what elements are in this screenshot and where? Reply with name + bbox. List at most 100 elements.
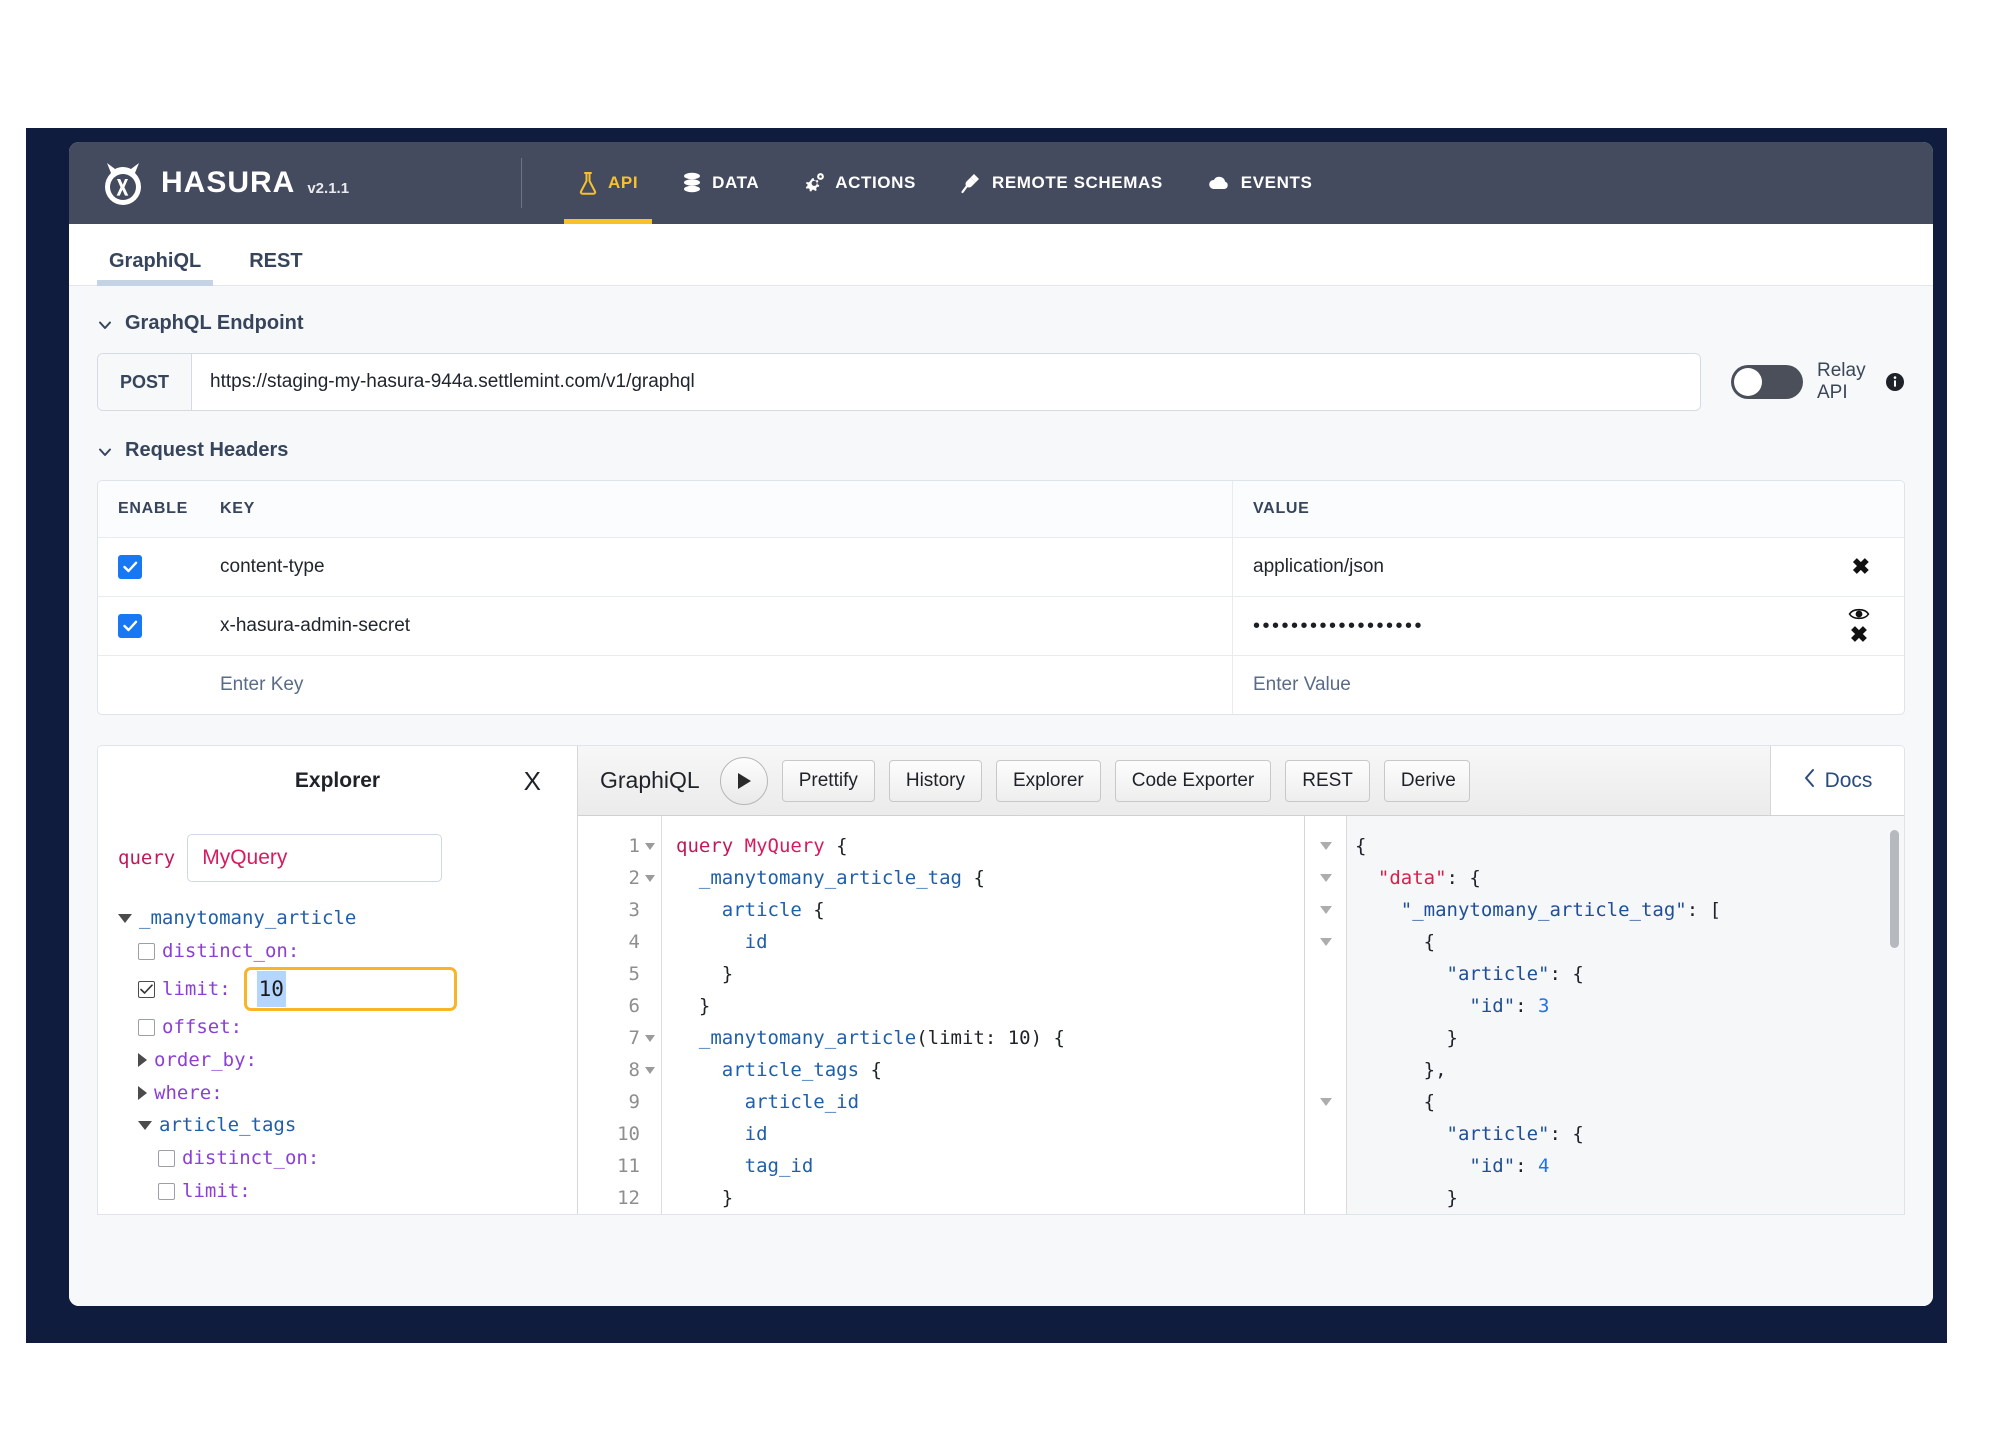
graphql-endpoint-section-header[interactable]: GraphQL Endpoint (97, 312, 1905, 335)
fold-spacer (645, 1195, 655, 1202)
tree-node-article-tags-distinct-on[interactable]: distinct_on: (118, 1142, 577, 1175)
tree-node-article-tags-offset[interactable]: offset: (118, 1207, 577, 1214)
enable-checkbox[interactable] (118, 614, 142, 638)
gutter-line: 3 (578, 894, 661, 926)
caret-right-icon[interactable] (138, 1053, 147, 1068)
fold-caret-icon[interactable] (645, 874, 655, 882)
tree-node-order-by[interactable]: order_by: (118, 1044, 577, 1077)
toggle-knob (1734, 368, 1762, 396)
fold-caret-icon[interactable] (1319, 938, 1332, 946)
tree-node-where[interactable]: where: (118, 1077, 577, 1110)
enable-checkbox[interactable] (118, 555, 142, 579)
explorer-button[interactable]: Explorer (995, 759, 1101, 802)
query-keyword-label: query (118, 847, 176, 869)
play-icon[interactable] (719, 756, 768, 805)
explorer-pane: query _manytomany_article distinct_on: (98, 816, 578, 1214)
request-headers-table: ENABLE KEY VALUE content-type applicatio… (97, 480, 1905, 715)
endpoint-url-input[interactable]: https://staging-my-hasura-944a.settlemin… (192, 354, 1700, 410)
query-editor-pane: 1 2 3 4 5 6 7 8 9 10 11 12 query MyQuery { _manytom… (578, 816, 1304, 1214)
gutter-line: 7 (578, 1022, 661, 1054)
caret-down-icon[interactable] (138, 1121, 152, 1131)
limit-value-input[interactable]: 10 (243, 967, 457, 1012)
fold-caret-icon[interactable] (1319, 906, 1332, 914)
brand-version: v2.1.1 (307, 179, 350, 197)
show-value-eye-icon[interactable] (1848, 606, 1870, 622)
result-scrollbar[interactable] (1890, 830, 1899, 948)
caret-down-icon[interactable] (118, 913, 132, 923)
tree-node-label: where: (154, 1081, 223, 1104)
fold-caret-icon[interactable] (1319, 842, 1332, 850)
request-headers-section-header[interactable]: Request Headers (97, 439, 1905, 462)
gutter-line: 6 (578, 990, 661, 1022)
relay-api-label: Relay API (1817, 360, 1866, 403)
header-value-cell: •••••••••••••••••• ✖ (1232, 597, 1904, 655)
fold-caret-icon[interactable] (645, 842, 655, 850)
derive-button[interactable]: Derive (1383, 759, 1470, 802)
tab-rest[interactable]: REST (237, 250, 314, 285)
query-name-input[interactable] (187, 834, 443, 882)
checkbox-icon[interactable] (138, 942, 155, 960)
brand-area[interactable]: HASURA v2.1.1 (69, 142, 521, 224)
tree-node-label: _manytomany_article (139, 907, 357, 929)
nav-item-remote-schemas[interactable]: REMOTE SCHEMAS (938, 142, 1185, 224)
header-value-cell: application/json ✖ (1232, 538, 1904, 596)
remove-header-icon[interactable]: ✖ (1851, 554, 1870, 579)
checkbox-icon[interactable] (158, 1149, 175, 1167)
tree-node-offset[interactable]: offset: (118, 1011, 577, 1044)
nav-item-data-label: DATA (712, 173, 760, 192)
nav-item-events[interactable]: EVENTS (1185, 142, 1335, 224)
remove-header-icon[interactable]: ✖ (1849, 622, 1869, 647)
header-key-input[interactable]: content-type (220, 556, 325, 577)
fold-caret-icon[interactable] (645, 1066, 655, 1074)
docs-toggle[interactable]: Docs (1770, 746, 1904, 815)
nav-item-data[interactable]: DATA (660, 142, 781, 224)
tree-node-manytomany-article[interactable]: _manytomany_article (118, 902, 577, 935)
code-exporter-button[interactable]: Code Exporter (1114, 759, 1272, 802)
result-gutter-line (1305, 830, 1346, 862)
fold-caret-icon[interactable] (645, 1034, 655, 1042)
prettify-button[interactable]: Prettify (781, 759, 875, 802)
fold-caret-icon[interactable] (1319, 874, 1332, 882)
result-gutter-line (1305, 990, 1346, 1022)
nav-item-api[interactable]: API (556, 142, 660, 224)
column-header-value: VALUE (1232, 481, 1904, 537)
explorer-header: Explorer X (98, 746, 578, 816)
tree-node-limit[interactable]: limit: 10 (118, 967, 577, 1012)
tree-node-article-tags-limit[interactable]: limit: (118, 1175, 577, 1208)
history-button[interactable]: History (888, 759, 982, 802)
caret-right-icon[interactable] (138, 1086, 147, 1101)
fold-caret-icon[interactable] (1319, 1098, 1332, 1106)
graphiql-toolbar: GraphiQL Prettify History Explorer Code … (578, 746, 1904, 816)
tree-node-article-tags[interactable]: article_tags (118, 1109, 577, 1142)
info-icon[interactable] (1885, 372, 1905, 392)
fold-spacer (645, 1003, 655, 1010)
new-header-key-input[interactable]: Enter Key (220, 656, 1232, 714)
header-key-input[interactable]: x-hasura-admin-secret (220, 615, 411, 636)
result-viewer-code: { "data": { "_manytomany_article_tag": [… (1355, 835, 1722, 1209)
checkbox-icon-checked[interactable] (138, 980, 155, 998)
checkbox-icon[interactable] (158, 1182, 175, 1200)
explorer-query-row: query (118, 834, 577, 882)
rest-button[interactable]: REST (1285, 759, 1370, 802)
fold-spacer (645, 971, 655, 978)
endpoint-input-group: POST https://staging-my-hasura-944a.sett… (97, 353, 1701, 411)
new-header-value-input[interactable]: Enter Value (1232, 656, 1904, 714)
header-value-input[interactable]: application/json (1253, 556, 1384, 577)
nav-item-remote-schemas-label: REMOTE SCHEMAS (991, 173, 1163, 192)
nav-item-actions[interactable]: ACTIONS (781, 142, 938, 224)
gutter-line: 11 (578, 1150, 661, 1182)
gears-icon (803, 171, 825, 195)
result-viewer-pane: { "data": { "_manytomany_article_tag": [… (1304, 816, 1904, 1214)
fold-spacer (645, 1099, 655, 1106)
relay-api-toggle[interactable] (1731, 365, 1803, 399)
header-value-input-masked[interactable]: •••••••••••••••••• (1253, 615, 1425, 637)
graphql-endpoint-title: GraphQL Endpoint (125, 312, 304, 334)
query-editor-code[interactable]: query MyQuery { _manytomany_article_tag … (676, 835, 1065, 1209)
tree-node-distinct-on[interactable]: distinct_on: (118, 935, 577, 968)
tab-graphiql[interactable]: GraphiQL (97, 250, 214, 286)
column-header-key: KEY (220, 500, 255, 517)
close-icon[interactable]: X (523, 766, 541, 796)
checkbox-icon[interactable] (138, 1019, 155, 1037)
tab-rest-label: REST (249, 250, 303, 272)
row-enable-cell-empty (98, 656, 220, 714)
